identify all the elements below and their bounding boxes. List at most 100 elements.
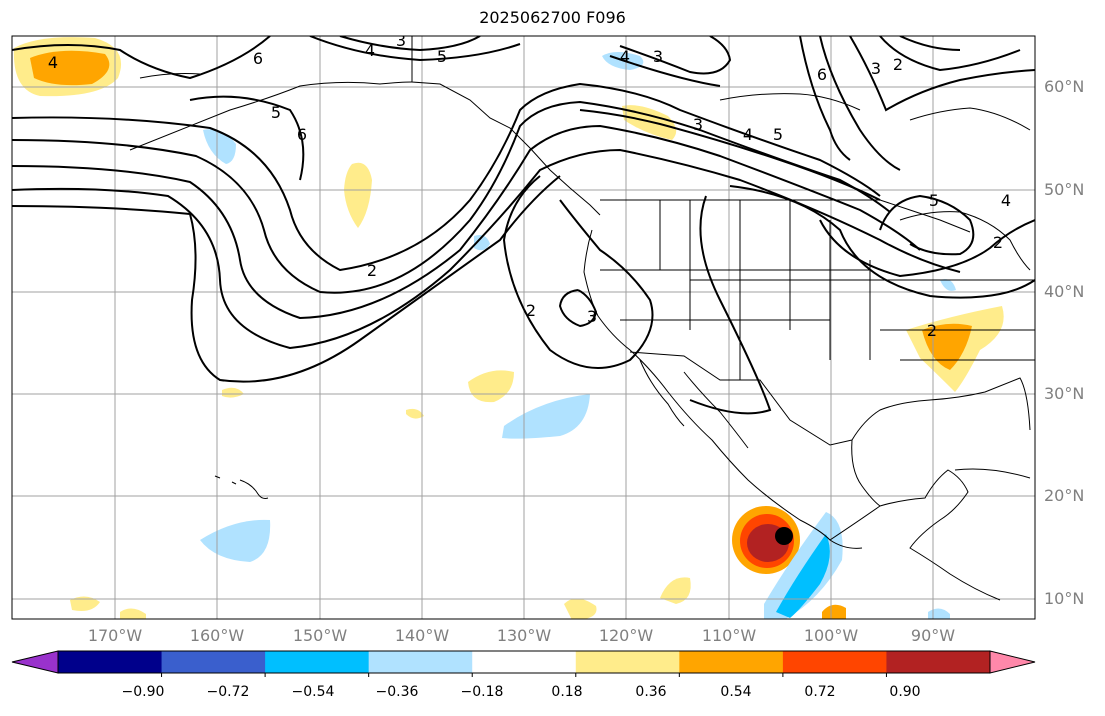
anomaly-fill [468, 370, 514, 403]
lon-label: 100°W [803, 626, 859, 645]
anomaly-fill [922, 323, 972, 370]
lat-label: 10°N [1044, 589, 1085, 608]
lat-label: 30°N [1044, 384, 1085, 403]
contour-label: 3 [693, 115, 703, 134]
lat-label: 60°N [1044, 77, 1085, 96]
contour-label: 2 [893, 55, 903, 74]
contour-line [849, 36, 1035, 112]
contour-line [899, 36, 961, 51]
contour-label: 2 [367, 261, 377, 280]
coastline [851, 439, 881, 507]
contour-label: 5 [437, 47, 447, 66]
lon-label: 120°W [598, 626, 654, 645]
colorbar-tick-label: −0.54 [291, 684, 335, 700]
coastline [829, 469, 1001, 601]
lon-label: 140°W [394, 626, 450, 645]
contour-line [12, 100, 891, 294]
border [600, 199, 971, 233]
contour-line [819, 36, 901, 171]
contour-label: 3 [653, 47, 663, 66]
coastline [583, 229, 863, 549]
contour-line [558, 289, 598, 328]
coastline [683, 371, 749, 449]
colorbar-tick-label: 0.36 [635, 684, 667, 700]
contour-line [12, 175, 561, 383]
colorbar-frame [57, 650, 991, 674]
contour-label: 4 [365, 41, 375, 60]
lon-label: 170°W [87, 626, 143, 645]
colorbar-tick-label: 0.18 [551, 684, 583, 700]
coastline [719, 93, 861, 111]
contour-label: 4 [1001, 191, 1011, 210]
contour-line [819, 219, 1035, 278]
coastline [411, 36, 601, 216]
contour-label: 6 [817, 65, 827, 84]
anomaly-fill [120, 608, 146, 619]
border [600, 200, 910, 380]
contour-label: 4 [743, 125, 753, 144]
colorbar-tick-label: −0.36 [375, 684, 419, 700]
colorbar-segment [679, 651, 784, 673]
coastline [239, 479, 269, 499]
colorbar-segment [575, 651, 680, 673]
lon-label: 90°W [910, 626, 956, 645]
lat-label: 40°N [1044, 282, 1085, 301]
colorbar-segment [472, 651, 577, 673]
colorbar-tick-label: −0.90 [121, 684, 165, 700]
anomaly-fill [776, 534, 830, 618]
contour-line [12, 124, 921, 320]
anomaly-fill [30, 50, 110, 86]
lon-label: 160°W [189, 626, 245, 645]
coastline [851, 377, 1031, 441]
anomaly-fill [502, 394, 590, 439]
colorbar-extend-max [989, 650, 1036, 674]
border [870, 279, 1035, 361]
colorbar-segment [58, 651, 163, 673]
contour-label: 6 [297, 125, 307, 144]
contour-line [879, 194, 975, 256]
coastline [129, 81, 413, 151]
contour-lines [12, 36, 1035, 415]
contour-line [12, 82, 881, 272]
contour-label: 6 [253, 49, 263, 68]
coastlines-and-borders [129, 36, 1035, 601]
contour-label: 4 [620, 47, 630, 66]
contour-line [189, 95, 305, 181]
contour-label: 3 [587, 307, 597, 326]
contour-label: 5 [271, 103, 281, 122]
anomaly-fill [344, 162, 372, 228]
contour-label: 2 [927, 321, 937, 340]
colorbar-segment [368, 651, 473, 673]
contour-line [729, 185, 1035, 299]
colorbar-tick-label: −0.72 [206, 684, 250, 700]
contour-line [619, 36, 732, 75]
anomaly-fill [660, 577, 691, 604]
coastline [214, 475, 237, 485]
contour-line [609, 55, 721, 87]
contour-label: 3 [871, 59, 881, 78]
lat-label: 50°N [1044, 180, 1085, 199]
lat-label: 20°N [1044, 486, 1085, 505]
anomaly-fill [928, 608, 950, 619]
coastline [909, 107, 1031, 131]
contour-line [689, 195, 772, 415]
anomaly-fill [564, 598, 597, 619]
contour-line [309, 36, 521, 62]
colorbar-tick-label: −0.18 [460, 684, 504, 700]
colorbar-tick-label: 0.54 [720, 684, 752, 700]
colorbar-segment [161, 651, 266, 673]
colorbar [11, 650, 1036, 677]
map-title: 2025062700 F096 [479, 8, 626, 27]
anomaly-fill [940, 279, 956, 291]
anomaly-fill-layer [13, 37, 1004, 619]
contour-line [879, 36, 1021, 72]
anomaly-fill [406, 408, 424, 419]
coastline [954, 468, 1031, 479]
coastline [899, 211, 1031, 271]
contour-label: 3 [396, 31, 406, 50]
colorbar-segment [265, 651, 370, 673]
colorbar-tick-label: 0.72 [804, 684, 836, 700]
contour-line [339, 36, 481, 52]
anomaly-fill [70, 596, 100, 611]
anomaly-fill [622, 105, 677, 140]
